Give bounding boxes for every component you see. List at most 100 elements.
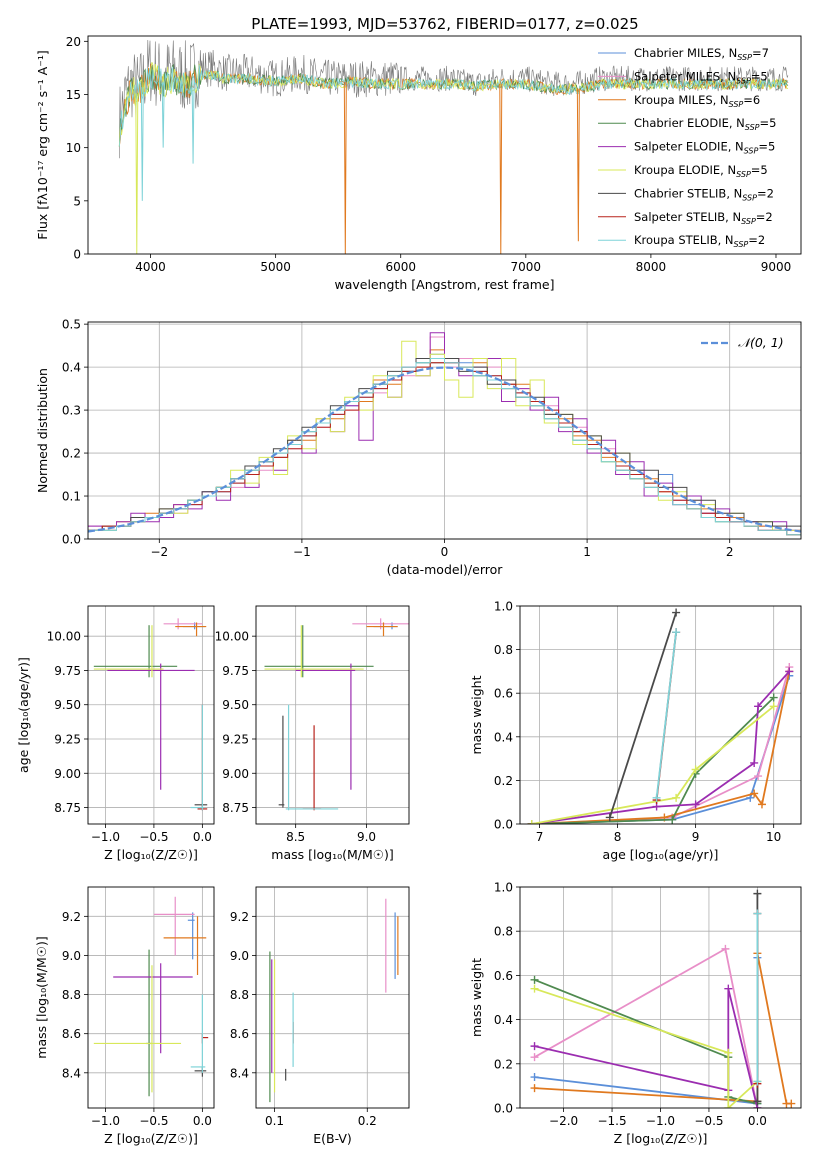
axes: 0.1 0.2 8.4 8.6 8.8 9.0 9.2 E(B-V) [230, 886, 410, 1146]
weight-series-line [531, 705, 775, 824]
y-tick-label: 0.0 [62, 533, 81, 547]
legend-count: =5 [758, 140, 775, 154]
y-tick-label: 9.50 [222, 698, 249, 712]
plot-marks [269, 898, 399, 1103]
y-tick-label: 0.2 [494, 1057, 513, 1071]
legend-text: Kroupa STELIB, N [634, 233, 734, 247]
weight-marker [527, 820, 536, 824]
y-tick-label: 9.00 [54, 767, 81, 781]
weight-marker [787, 1099, 796, 1108]
x-tick-label: 4000 [135, 260, 166, 274]
x-tick-label: 0.0 [748, 1114, 767, 1128]
y-tick-label: 10.00 [215, 630, 249, 644]
legend-label: Kroupa STELIB, NSSP=2 [634, 233, 765, 249]
legend-text: Kroupa ELODIE, N [634, 163, 736, 177]
absorption-feature [135, 93, 139, 254]
x-tick-label: −1.0 [91, 1114, 120, 1128]
y-tick-label: 1.0 [494, 600, 513, 614]
model-spectrum-line [118, 64, 789, 147]
weight-series-line [534, 988, 759, 1108]
panel-weight-vs-Z: −2.0 −1.5 −1.0 −0.5 0.0 0.0 0.2 0.4 0.6 0.8 1.0 Z [… [469, 881, 802, 1146]
y-tick-label: 0.4 [62, 361, 81, 375]
y-tick-label: 9.2 [62, 910, 81, 924]
model-spectrum-line [118, 61, 789, 147]
figure-title: PLATE=1993, MJD=53762, FIBERID=0177, z=0… [251, 15, 638, 33]
legend-subscript: SSP [736, 76, 751, 85]
y-axis-label: mass weight [469, 958, 484, 1037]
weight-marker [691, 765, 700, 774]
x-tick-label: −2 [150, 545, 168, 559]
axes: −1.0 −0.5 0.0 8.75 9.00 9.25 9.50 9.75 10.00 Z [l… [16, 605, 215, 862]
observed-spectrum-line [119, 39, 789, 159]
y-tick-label: 9.50 [54, 698, 81, 712]
weight-marker [750, 789, 759, 798]
axes-frame [255, 605, 410, 825]
y-tick-label: 0.5 [62, 318, 81, 332]
x-tick-label: −0.5 [139, 830, 168, 844]
weight-series-line [655, 632, 677, 798]
panel-residuals: −2 −1 0 1 2 0.0 0.1 0.2 0.3 0.4 0.5 (data-model)/er… [35, 318, 802, 577]
y-tick-label: 8.4 [230, 1066, 249, 1080]
x-tick-label: −0.5 [139, 1114, 168, 1128]
weight-marker [753, 1077, 762, 1086]
x-tick-label: −2.0 [549, 1114, 578, 1128]
weight-marker [672, 608, 681, 617]
x-tick-label: 6000 [385, 260, 416, 274]
legend-label: Salpeter MILES, NSSP=5 [634, 69, 768, 85]
weight-marker [530, 975, 539, 984]
x-tick-label: 8.5 [286, 830, 305, 844]
weight-marker [750, 758, 759, 767]
y-tick-label: 9.25 [54, 732, 81, 746]
absorption-feature [343, 82, 347, 254]
weight-marker [530, 1073, 539, 1082]
x-tick-label: 1 [583, 545, 591, 559]
x-tick-label: 9000 [761, 260, 792, 274]
legend-text: Chabrier STELIB, N [634, 186, 742, 200]
axes-frame [87, 605, 215, 825]
y-tick-label: 9.00 [222, 767, 249, 781]
y-tick-label: 0.4 [494, 730, 513, 744]
axes: −1.0 −0.5 0.0 8.4 8.6 8.8 9.0 9.2 Z [log₁₀(Z/Z☉)… [34, 886, 215, 1146]
y-tick-label: 8.8 [230, 988, 249, 1002]
legend-label: Chabrier MILES, NSSP=7 [634, 46, 769, 62]
weight-series-line [534, 987, 759, 1108]
legend-subscript: SSP [734, 240, 749, 249]
legend-count: =2 [757, 186, 774, 200]
y-axis-label: Normed distribution [35, 368, 50, 493]
legend-text: Chabrier ELODIE, N [634, 116, 745, 130]
y-axis-label: age [log₁₀(age/yr)] [16, 657, 31, 773]
y-tick-label: 5 [73, 194, 81, 208]
weight-marker [753, 1097, 762, 1106]
y-tick-label: 0.6 [494, 969, 513, 983]
y-tick-label: 9.25 [222, 732, 249, 746]
plot-marks [93, 618, 208, 811]
weight-marker [672, 628, 681, 637]
y-tick-label: 0.2 [494, 774, 513, 788]
legend-label: Salpeter STELIB, NSSP=2 [634, 210, 773, 226]
absorption-feature [576, 88, 580, 242]
legend-subscript: SSP [745, 123, 760, 132]
weight-series-line [608, 612, 677, 818]
weight-marker [769, 693, 778, 702]
axes: 7 8 9 10 0.0 0.2 0.4 0.6 0.8 1.0 age [log₁₀(age/yr… [469, 600, 802, 862]
axes-frame [87, 35, 802, 255]
panel-age-vs-mass: 8.5 9.0 8.75 9.00 9.25 9.50 9.75 10.00 mass [log… [215, 605, 410, 862]
legend-label: Salpeter ELODIE, NSSP=5 [634, 140, 775, 156]
weight-marker [530, 1042, 539, 1051]
legend-count: =2 [748, 233, 765, 247]
y-tick-label: 10 [66, 141, 81, 155]
weight-marker [753, 889, 762, 898]
y-tick-label: 0.8 [494, 925, 513, 939]
legend-subscript: SSP [729, 100, 744, 109]
legend-label: Chabrier STELIB, NSSP=2 [634, 186, 774, 202]
x-axis-label: wavelength [Angstrom, rest frame] [334, 277, 554, 292]
y-tick-label: 9.75 [222, 664, 249, 678]
legend-label: Kroupa ELODIE, NSSP=5 [634, 163, 768, 179]
y-axis-label: mass [log₁₀(M/M☉)] [34, 936, 49, 1058]
weight-marker [530, 984, 539, 993]
x-tick-label: 5000 [260, 260, 291, 274]
model-spectrum-line [118, 63, 789, 147]
legend-subscript: SSP [744, 147, 759, 156]
y-tick-label: 0.6 [494, 687, 513, 701]
